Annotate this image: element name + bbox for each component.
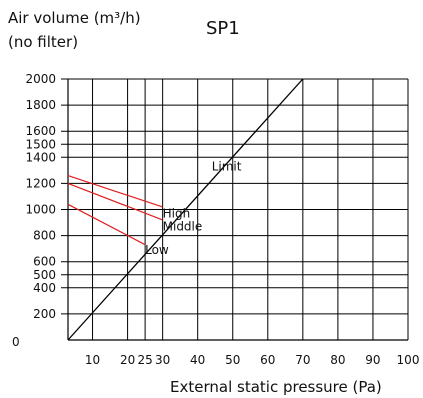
- x-tick-label: 60: [260, 353, 275, 367]
- series-line-limit: [67, 78, 304, 341]
- x-axis-label: External static pressure (Pa): [170, 378, 382, 396]
- annotation-high: High: [163, 206, 191, 220]
- y-tick-label: 2000: [25, 72, 56, 86]
- y-axis-label-line2: (no filter): [8, 33, 78, 51]
- x-tick-label: 20: [120, 353, 135, 367]
- x-tick-labels: 10 20 25 30 40 50 60 70 80 90 100: [85, 353, 420, 367]
- x-tick-label: 70: [295, 353, 310, 367]
- series-line-low: [67, 203, 146, 246]
- x-tick-label: 80: [330, 353, 345, 367]
- x-tick-label: 40: [190, 353, 205, 367]
- series-line-middle: [67, 182, 163, 221]
- y-tick-label: 400: [33, 281, 56, 295]
- y-tick-label: 1400: [25, 150, 56, 164]
- x-tick-label: 90: [365, 353, 380, 367]
- x-tick-label: 30: [155, 353, 170, 367]
- y-tick-label: 1000: [25, 203, 56, 217]
- y-tick-label: 200: [33, 307, 56, 321]
- y-tick-label: 1600: [25, 124, 56, 138]
- annotation-limit: Limit: [212, 159, 242, 173]
- x-tick-label: 50: [225, 353, 240, 367]
- y-tick-label: 500: [33, 268, 56, 282]
- chart-title: SP1: [206, 18, 240, 39]
- x-tick-label: 25: [137, 353, 152, 367]
- x-tick-label: 10: [85, 353, 100, 367]
- annotation-middle: Middle: [163, 219, 203, 233]
- y-tick-label: 1800: [25, 98, 56, 112]
- annotation-low: Low: [145, 243, 169, 257]
- series-lines: [67, 78, 304, 341]
- y-zero-label: 0: [12, 335, 20, 349]
- series-line-high: [67, 175, 163, 208]
- x-tick-label: 100: [397, 353, 420, 367]
- y-axis-label-line1: Air volume (m³/h): [8, 9, 141, 27]
- y-tick-label: 1500: [25, 137, 56, 151]
- y-tick-label: 1200: [25, 176, 56, 190]
- grid: [61, 78, 409, 341]
- y-tick-label: 800: [33, 229, 56, 243]
- y-tick-label: 600: [33, 255, 56, 269]
